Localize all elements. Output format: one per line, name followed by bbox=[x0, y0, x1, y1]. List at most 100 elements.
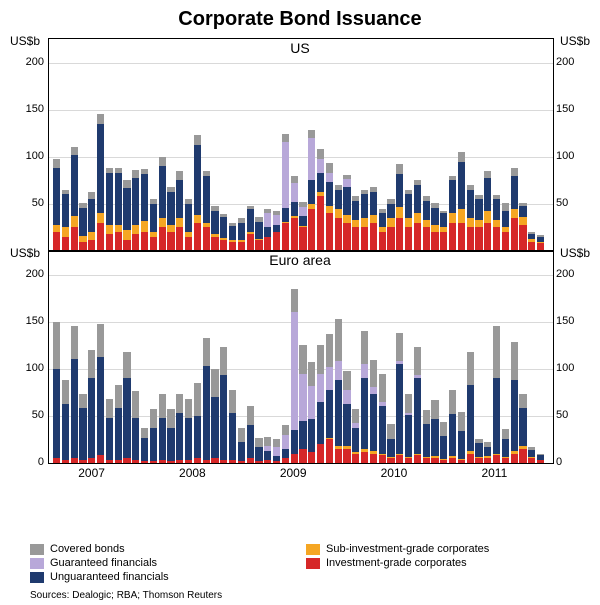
bar bbox=[308, 362, 315, 463]
bar bbox=[379, 209, 386, 251]
bar bbox=[352, 409, 359, 463]
bar bbox=[396, 333, 403, 463]
legend-swatch bbox=[30, 558, 44, 569]
tick-left: 150 bbox=[18, 315, 44, 327]
tick-right: 200 bbox=[556, 268, 582, 280]
bar bbox=[326, 334, 333, 463]
bar bbox=[519, 203, 526, 251]
bar bbox=[291, 176, 298, 251]
us-panel-title: US bbox=[0, 40, 600, 56]
legend-swatch bbox=[306, 544, 320, 555]
tick-right: 150 bbox=[556, 315, 582, 327]
bar bbox=[326, 163, 333, 251]
bar bbox=[247, 206, 254, 251]
tick-left: 150 bbox=[18, 103, 44, 115]
bar bbox=[159, 157, 166, 251]
legend-item: Covered bonds bbox=[30, 543, 290, 555]
bar bbox=[238, 428, 245, 463]
bar bbox=[132, 391, 139, 463]
bar bbox=[115, 168, 122, 251]
bar bbox=[159, 394, 166, 463]
bar bbox=[97, 114, 104, 251]
legend-item: Unguaranteed financials bbox=[30, 571, 290, 583]
bar bbox=[370, 360, 377, 463]
bar bbox=[423, 196, 430, 251]
bar bbox=[449, 390, 456, 463]
legend-label: Unguaranteed financials bbox=[50, 571, 169, 583]
bar bbox=[449, 176, 456, 251]
bar bbox=[185, 399, 192, 463]
x-tick: 2009 bbox=[280, 466, 307, 480]
bar bbox=[211, 369, 218, 463]
bar bbox=[123, 352, 130, 463]
bar bbox=[106, 399, 113, 463]
legend-item: Investment-grade corporates bbox=[306, 557, 566, 569]
bar bbox=[194, 383, 201, 463]
bar bbox=[361, 331, 368, 463]
tick-right: 50 bbox=[556, 409, 582, 421]
legend-label: Investment-grade corporates bbox=[326, 557, 467, 569]
legend: Covered bondsSub-investment-grade corpor… bbox=[30, 543, 590, 585]
bar bbox=[255, 438, 262, 463]
tick-right: 0 bbox=[556, 456, 582, 468]
bar bbox=[423, 410, 430, 463]
bar bbox=[255, 217, 262, 251]
bar bbox=[528, 447, 535, 463]
bar bbox=[431, 400, 438, 463]
tick-right: 100 bbox=[556, 362, 582, 374]
bar bbox=[220, 347, 227, 463]
bar bbox=[167, 187, 174, 251]
bar bbox=[273, 211, 280, 252]
bar bbox=[502, 203, 509, 251]
bar bbox=[379, 374, 386, 463]
tick-left: 100 bbox=[18, 150, 44, 162]
bar bbox=[247, 406, 254, 463]
bar bbox=[502, 429, 509, 463]
bar bbox=[440, 211, 447, 251]
tick-right: 200 bbox=[556, 56, 582, 68]
bar bbox=[79, 203, 86, 251]
bar bbox=[458, 152, 465, 251]
bar bbox=[264, 437, 271, 463]
bar bbox=[62, 380, 69, 463]
chart-title: Corporate Bond Issuance bbox=[0, 0, 600, 33]
bar bbox=[317, 345, 324, 463]
bar bbox=[352, 196, 359, 251]
bar bbox=[511, 168, 518, 251]
bar bbox=[176, 394, 183, 463]
x-tick: 2008 bbox=[179, 466, 206, 480]
sources: Sources: Dealogic; RBA; Thomson Reuters bbox=[30, 590, 222, 601]
euro-panel-title: Euro area bbox=[0, 252, 600, 268]
bar bbox=[537, 454, 544, 463]
x-tick: 2007 bbox=[78, 466, 105, 480]
x-tick: 2011 bbox=[481, 466, 507, 480]
bar bbox=[343, 175, 350, 251]
bar bbox=[229, 223, 236, 251]
bar bbox=[475, 195, 482, 252]
tick-right: 150 bbox=[556, 103, 582, 115]
bar bbox=[414, 180, 421, 251]
legend-label: Guaranteed financials bbox=[50, 557, 157, 569]
bar bbox=[431, 203, 438, 251]
bar bbox=[229, 390, 236, 463]
bar bbox=[97, 324, 104, 463]
bar bbox=[88, 350, 95, 463]
plot-us bbox=[48, 38, 554, 252]
bar bbox=[115, 385, 122, 463]
tick-left: 200 bbox=[18, 268, 44, 280]
bar bbox=[493, 326, 500, 463]
bar bbox=[467, 352, 474, 463]
bar bbox=[387, 199, 394, 251]
bar bbox=[414, 347, 421, 463]
legend-swatch bbox=[30, 572, 44, 583]
tick-right: 50 bbox=[556, 197, 582, 209]
bar bbox=[203, 171, 210, 251]
tick-left: 50 bbox=[18, 409, 44, 421]
bar bbox=[511, 342, 518, 463]
bar bbox=[220, 214, 227, 251]
bar bbox=[176, 171, 183, 251]
bar bbox=[88, 192, 95, 251]
bar bbox=[387, 424, 394, 463]
legend-swatch bbox=[30, 544, 44, 555]
bar bbox=[299, 202, 306, 251]
